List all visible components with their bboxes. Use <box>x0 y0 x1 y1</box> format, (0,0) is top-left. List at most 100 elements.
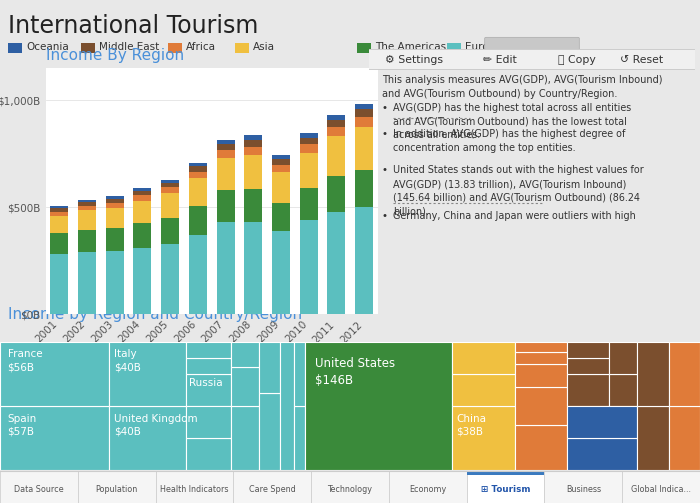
Bar <box>668 406 700 470</box>
Bar <box>231 367 259 406</box>
Text: United States stands out with the highest values for
AVG(GDP) (13.83 trillion), : United States stands out with the highes… <box>393 165 644 216</box>
Bar <box>78 252 96 314</box>
Bar <box>545 471 622 503</box>
Text: United Kingdom
$40B: United Kingdom $40B <box>114 413 197 437</box>
Bar <box>0 406 108 470</box>
Text: United States
$146B: United States $146B <box>315 357 395 387</box>
Bar <box>108 406 186 470</box>
Bar <box>8 43 22 53</box>
Text: Global Indica...: Global Indica... <box>631 485 691 494</box>
Bar <box>78 202 96 206</box>
Text: Africa: Africa <box>186 42 216 52</box>
Bar <box>328 136 345 176</box>
Bar <box>231 406 259 470</box>
Bar <box>637 342 668 406</box>
Bar <box>189 235 207 314</box>
Bar <box>78 471 155 503</box>
Bar <box>609 342 637 374</box>
Bar <box>244 146 262 155</box>
Bar <box>467 471 545 503</box>
Bar <box>50 211 69 216</box>
Bar <box>186 358 231 374</box>
Bar <box>50 216 69 233</box>
FancyBboxPatch shape <box>484 37 580 50</box>
Text: Care Spend: Care Spend <box>248 485 295 494</box>
Bar <box>294 406 304 470</box>
Bar <box>294 342 304 406</box>
Text: This analysis measures AVG(GDP), AVG(Tourism Inbound)
and AVG(Tourism Outbound) : This analysis measures AVG(GDP), AVG(Tou… <box>382 75 662 99</box>
Bar <box>80 43 94 53</box>
Bar <box>272 155 290 158</box>
Bar <box>355 170 373 207</box>
Bar <box>134 201 151 223</box>
Bar <box>216 150 235 158</box>
Bar <box>106 251 124 314</box>
Text: Population: Population <box>95 485 138 494</box>
Bar <box>216 190 235 222</box>
Bar <box>514 364 567 387</box>
Bar <box>567 438 637 470</box>
Bar <box>78 230 96 252</box>
Bar <box>244 155 262 189</box>
Bar <box>567 374 609 406</box>
Bar <box>514 425 567 470</box>
Bar <box>106 203 124 208</box>
Bar <box>300 133 318 137</box>
Bar <box>355 104 373 109</box>
Bar <box>244 222 262 314</box>
Bar <box>216 140 235 144</box>
Bar <box>447 43 461 53</box>
Bar <box>452 406 514 470</box>
Bar <box>234 43 248 53</box>
Bar <box>622 471 700 503</box>
Bar <box>134 191 151 196</box>
Bar <box>452 342 514 374</box>
Text: •: • <box>382 103 387 113</box>
Bar <box>106 199 124 203</box>
Bar <box>189 206 207 235</box>
Bar <box>189 172 207 178</box>
Bar <box>161 193 179 218</box>
Bar <box>300 188 318 220</box>
Bar <box>216 144 235 150</box>
Bar <box>108 342 186 406</box>
Bar <box>567 342 609 358</box>
Bar <box>50 206 69 208</box>
Bar <box>355 109 373 117</box>
Bar <box>272 164 290 172</box>
Bar <box>50 233 69 255</box>
Bar <box>189 166 207 172</box>
Text: The Americas: The Americas <box>375 42 447 52</box>
Text: ⧉ Copy: ⧉ Copy <box>558 55 596 65</box>
Text: ✏ Edit: ✏ Edit <box>483 55 517 65</box>
Bar <box>155 471 233 503</box>
Bar <box>452 374 514 406</box>
Bar <box>300 137 318 144</box>
Text: Middle East: Middle East <box>99 42 159 52</box>
Text: •: • <box>382 165 387 176</box>
Bar <box>637 406 668 470</box>
Bar <box>328 176 345 211</box>
Bar <box>106 228 124 251</box>
Bar <box>106 208 124 228</box>
Bar <box>311 471 389 503</box>
Bar <box>134 196 151 201</box>
Bar <box>78 206 96 210</box>
Bar <box>272 158 290 164</box>
Text: Spain
$57B: Spain $57B <box>8 413 37 437</box>
Text: Oceania: Oceania <box>27 42 69 52</box>
Bar <box>355 207 373 314</box>
Bar <box>567 358 609 374</box>
Text: Asia: Asia <box>253 42 274 52</box>
Bar <box>355 117 373 127</box>
Bar <box>280 342 294 470</box>
Bar <box>134 248 151 314</box>
Bar <box>186 342 231 358</box>
Bar <box>0 342 108 406</box>
Bar <box>216 222 235 314</box>
Bar <box>389 471 467 503</box>
Text: ⚙ Settings: ⚙ Settings <box>385 55 443 65</box>
Bar <box>78 210 96 230</box>
Text: Germany, China and Japan were outliers with high: Germany, China and Japan were outliers w… <box>393 211 636 221</box>
Text: Income by Region and Country/Region: Income by Region and Country/Region <box>8 307 302 321</box>
